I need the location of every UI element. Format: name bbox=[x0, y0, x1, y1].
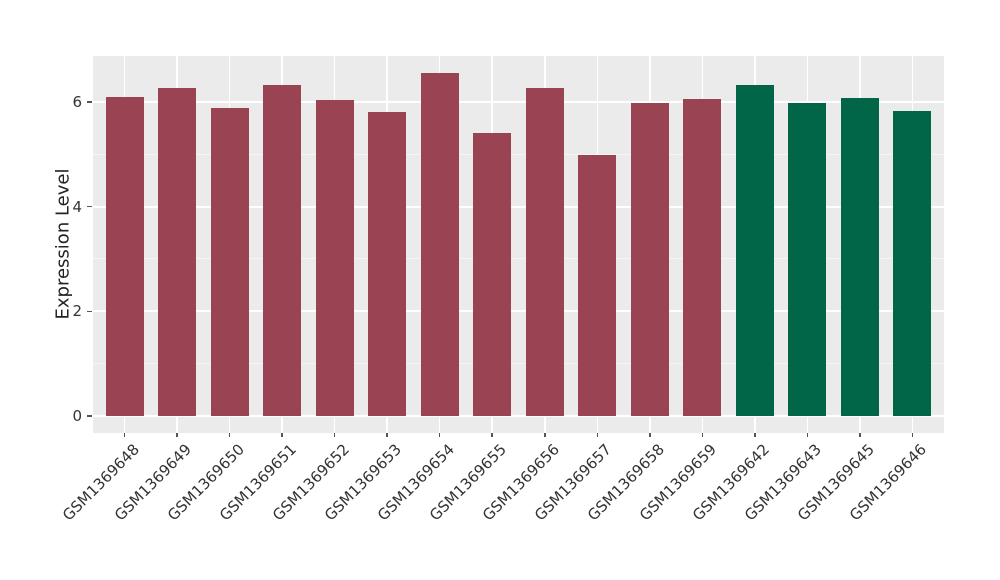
bar-GSM1369650 bbox=[210, 107, 249, 416]
bar-GSM1369657 bbox=[578, 155, 617, 416]
bar-GSM1369658 bbox=[630, 103, 669, 416]
x-tick bbox=[806, 433, 809, 437]
bar-GSM1369655 bbox=[473, 133, 512, 416]
y-axis-title: Expression Level bbox=[52, 168, 74, 320]
x-tick bbox=[386, 433, 388, 437]
x-tick bbox=[333, 433, 336, 437]
bar-GSM1369642 bbox=[735, 85, 774, 416]
bar-GSM1369646 bbox=[893, 111, 932, 416]
minor-gridline bbox=[93, 153, 944, 155]
bar-GSM1369648 bbox=[105, 96, 144, 416]
bar-GSM1369656 bbox=[525, 88, 564, 416]
bar-GSM1369659 bbox=[683, 99, 722, 416]
x-tick bbox=[438, 433, 441, 437]
x-tick bbox=[176, 433, 178, 437]
major-gridline bbox=[93, 414, 944, 417]
x-tick bbox=[859, 433, 861, 437]
plot-panel bbox=[93, 56, 944, 433]
x-tick bbox=[649, 433, 651, 437]
x-tick bbox=[228, 433, 231, 437]
x-tick bbox=[701, 433, 704, 437]
major-gridline bbox=[93, 310, 944, 313]
bar-GSM1369649 bbox=[158, 87, 197, 416]
x-tick bbox=[754, 433, 756, 437]
major-gridline bbox=[93, 205, 944, 208]
x-tick bbox=[544, 433, 546, 437]
minor-gridline bbox=[93, 258, 944, 260]
x-tick bbox=[491, 433, 493, 437]
y-tick-label: 4 bbox=[72, 197, 82, 216]
bar-GSM1369654 bbox=[420, 73, 459, 416]
bar-GSM1369652 bbox=[315, 100, 354, 416]
y-tick-label: 2 bbox=[72, 302, 82, 321]
y-tick-label: 6 bbox=[72, 92, 82, 111]
y-tick bbox=[87, 310, 92, 313]
x-tick bbox=[596, 433, 599, 437]
y-tick bbox=[87, 415, 92, 417]
x-tick bbox=[911, 433, 914, 437]
bar-GSM1369643 bbox=[788, 102, 827, 416]
x-tick bbox=[123, 433, 126, 437]
bar-GSM1369645 bbox=[840, 98, 879, 416]
y-tick bbox=[87, 205, 92, 208]
x-tick bbox=[281, 433, 283, 437]
minor-gridline bbox=[93, 363, 944, 365]
y-tick-label: 0 bbox=[72, 406, 82, 425]
y-tick bbox=[87, 101, 92, 103]
bar-GSM1369653 bbox=[368, 112, 407, 416]
bar-GSM1369651 bbox=[263, 85, 302, 416]
major-gridline bbox=[93, 100, 944, 103]
